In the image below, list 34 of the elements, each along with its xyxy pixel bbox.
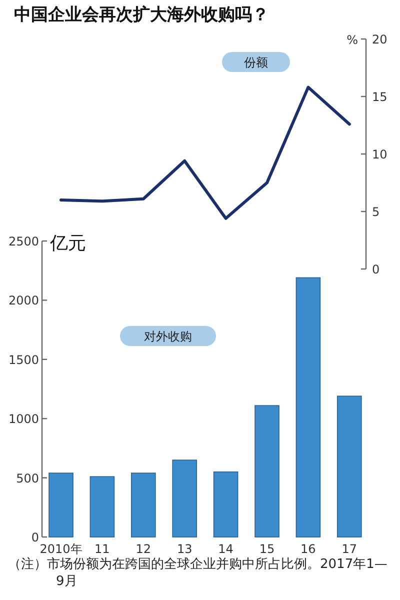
y-tick-label: 15 (372, 90, 388, 104)
y-axis-title: % (346, 33, 358, 47)
x-tick-label: 16 (300, 542, 316, 556)
text: 份额 (244, 56, 268, 70)
y-tick-label: 5 (372, 205, 380, 219)
bar (296, 277, 321, 538)
text: 对外收购 (144, 330, 192, 344)
x-tick-label: 14 (218, 542, 234, 556)
y-tick-label: 0 (31, 530, 39, 544)
x-tick-label: 13 (176, 542, 192, 556)
bar (254, 405, 280, 538)
chart-title: 中国企业会再次扩大海外收购吗？ (14, 5, 269, 25)
y-tick-label: 1500 (8, 352, 39, 367)
bar (131, 472, 156, 538)
y-tick-label: 2000 (8, 294, 39, 308)
y-tick-label: 1000 (8, 412, 39, 426)
y-tick-label: 0 (372, 262, 380, 276)
y-axis-title: 亿元 (49, 233, 86, 254)
x-tick-label: 11 (94, 542, 110, 556)
bar (213, 471, 238, 538)
bar (90, 476, 115, 538)
x-tick-label: 17 (342, 542, 358, 556)
text: （注）市场份额为在跨国的全球企业并购中所占比例。2017年1—9月 (8, 557, 388, 589)
bar (48, 472, 74, 538)
line-series (60, 86, 351, 220)
y-tick-label: 2500 (8, 234, 39, 248)
y-tick-label: 10 (372, 148, 388, 162)
bar (172, 460, 197, 538)
x-tick-label: 12 (136, 542, 152, 556)
bar (337, 396, 362, 538)
y-tick-label: 20 (372, 32, 388, 46)
x-tick-label: 2010年 (40, 542, 82, 556)
x-tick-label: 15 (259, 542, 275, 556)
y-tick-label: 500 (16, 471, 39, 486)
